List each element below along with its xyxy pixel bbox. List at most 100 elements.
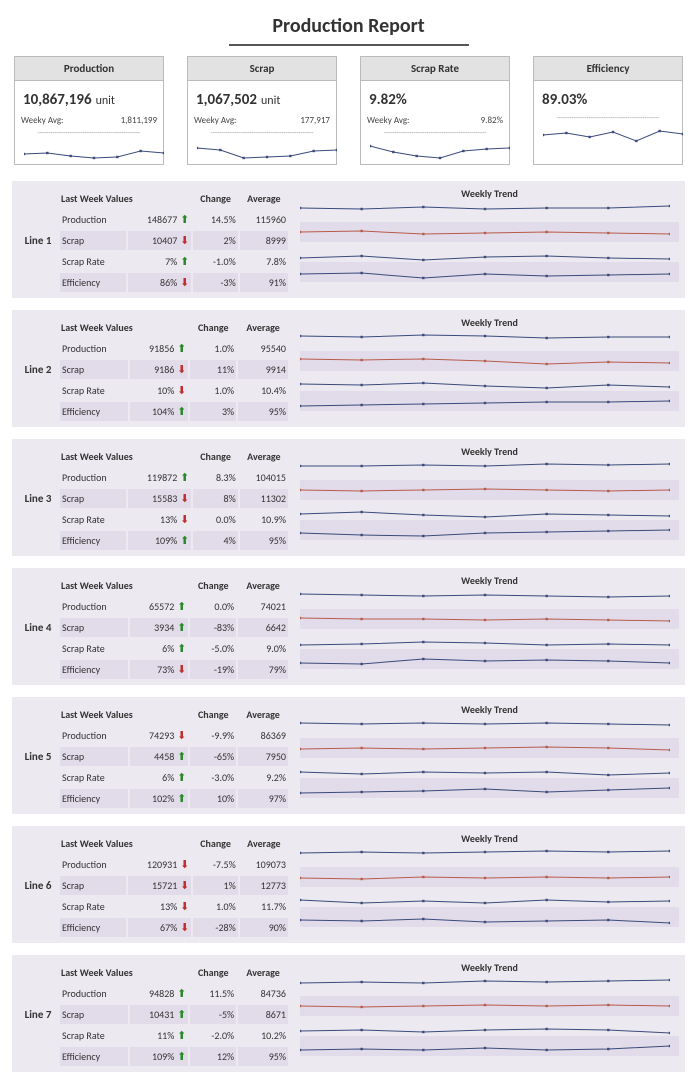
divider-dots: ----------------------------------------… [540,113,676,121]
metric-value: 148677⬆ [128,210,191,229]
kpi-unit: unit [261,94,280,108]
table-row: Production148677⬆14.5%115960 [60,210,288,229]
trend-sparkline [300,480,679,500]
th-change: Change [190,705,236,724]
trend-chart [300,460,679,540]
metric-value: 3934⬆ [130,618,188,637]
metric-average: 95% [238,402,288,421]
metric-change: -3% [193,273,237,292]
arrow-down-icon: ⬇ [179,234,189,247]
line-name: Line 2 [18,316,58,423]
trend-chart [300,976,679,1056]
metric-average: 9.2% [238,768,288,787]
metric-label: Scrap Rate [60,768,128,787]
line-table: Last Week ValuesChangeAverageProduction9… [58,316,290,423]
divider-dots: ----------------------------------------… [194,128,330,136]
kpi-sparkline [194,136,330,162]
metric-label: Efficiency [60,531,126,550]
line-table: Last Week ValuesChangeAverageProduction7… [58,703,290,810]
metric-label: Scrap Rate [60,510,126,529]
metric-label: Scrap [60,489,126,508]
trend-sparkline [300,907,679,927]
arrow-down-icon: ⬇ [179,879,189,892]
arrow-down-icon: ⬇ [176,663,186,676]
metric-average: 86369 [238,726,288,745]
th-change: Change [190,963,236,982]
trend-sparkline [300,887,679,907]
metric-label: Scrap Rate [60,252,126,271]
table-row: Production94828⬆11.5%84736 [60,984,288,1003]
trend-chart [300,331,679,411]
metric-average: 10.4% [238,381,288,400]
arrow-up-icon: ⬆ [176,1029,186,1042]
metric-average: 79% [238,660,288,679]
arrow-down-icon: ⬇ [179,858,189,871]
trend-sparkline [300,1036,679,1056]
metric-average: 7950 [238,747,288,766]
table-row: Efficiency86%⬇-3%91% [60,273,288,292]
table-row: Scrap3934⬆-83%6642 [60,618,288,637]
metric-label: Production [60,210,126,229]
divider-dots: ----------------------------------------… [21,128,157,136]
table-row: Efficiency109%⬆4%95% [60,531,288,550]
trend-column: Weekly Trend [290,703,679,810]
line-name: Line 4 [18,574,58,681]
metric-value: 13%⬇ [128,897,191,916]
metric-average: 91% [240,273,288,292]
th-average: Average [238,318,288,337]
metric-label: Efficiency [60,660,128,679]
metric-change: 11% [190,360,236,379]
metric-change: -7.5% [193,855,237,874]
metric-average: 10.9% [240,510,288,529]
arrow-down-icon: ⬇ [179,513,189,526]
kpi-sparkline [21,136,157,162]
metric-change: -3.0% [190,768,236,787]
metric-change: -5% [190,1005,236,1024]
metric-change: 8% [193,489,237,508]
kpi-unit: unit [96,94,115,108]
metric-change: -5.0% [190,639,236,658]
metric-change: 1.0% [190,381,236,400]
line-table: Last Week ValuesChangeAverageProduction6… [58,574,290,681]
kpi-sub: Weeky Avg:9.82% [367,113,503,128]
trend-title: Weekly Trend [300,703,679,718]
metric-average: 12773 [240,876,288,895]
arrow-up-icon: ⬆ [176,792,186,805]
trend-chart [300,202,679,282]
trend-title: Weekly Trend [300,574,679,589]
arrow-up-icon: ⬆ [176,642,186,655]
metric-label: Scrap [60,1005,128,1024]
kpi-header: Scrap [188,57,336,81]
kpi-sparkline [540,121,676,147]
kpi-header: Efficiency [534,57,682,81]
metric-average: 109073 [240,855,288,874]
line-name: Line 1 [18,187,58,294]
metric-average: 84736 [238,984,288,1003]
metric-change: 8.3% [193,468,237,487]
metric-change: -28% [193,918,237,937]
metric-label: Scrap [60,231,126,250]
metric-label: Efficiency [60,402,128,421]
th-change: Change [193,189,237,208]
metric-value: 6%⬆ [130,639,188,658]
metric-average: 8671 [238,1005,288,1024]
arrow-up-icon: ⬆ [176,600,186,613]
metric-label: Scrap Rate [60,639,128,658]
metric-label: Scrap Rate [60,1026,128,1045]
th-average: Average [238,705,288,724]
th-last-week: Last Week Values [60,576,188,595]
metric-average: 9.0% [238,639,288,658]
line-name: Line 6 [18,832,58,939]
table-row: Scrap9186⬇11%9914 [60,360,288,379]
trend-sparkline [300,589,679,609]
table-row: Production65572⬆0.0%74021 [60,597,288,616]
arrow-up-icon: ⬆ [176,342,186,355]
table-row: Scrap4458⬆-65%7950 [60,747,288,766]
th-change: Change [193,447,237,466]
metric-value: 13%⬇ [128,510,191,529]
line-name: Line 3 [18,445,58,552]
line-table: Last Week ValuesChangeAverageProduction1… [58,445,290,552]
metric-label: Production [60,726,128,745]
metric-value: 10407⬇ [128,231,191,250]
page-title: Production Report [229,6,469,46]
